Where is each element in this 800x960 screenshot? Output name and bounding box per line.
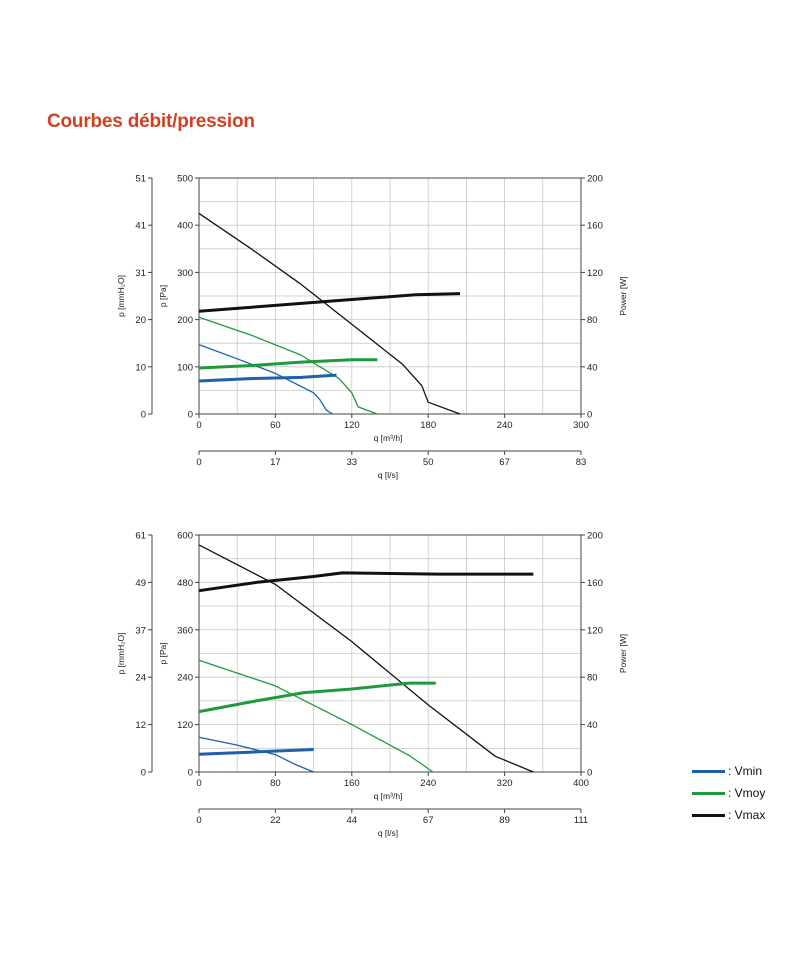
legend-label-vmin: : Vmin [728, 764, 763, 778]
chart1-y-tick-label: 200 [177, 315, 193, 326]
chart2-power-line-vmoy [198, 681, 436, 714]
chart1-x2-tick-label: 17 [270, 457, 281, 468]
chart1-y2-tick-label: 10 [135, 362, 146, 373]
chart1-y2-tick-label: 51 [135, 174, 146, 185]
chart2-x2-tick-label: 67 [423, 815, 434, 826]
chart2-yr-tick-label: 120 [587, 625, 603, 636]
chart1-y2-tick-label: 20 [135, 315, 146, 326]
chart2-power-line-vmax [198, 571, 534, 593]
chart2-y-tick-label: 240 [177, 673, 193, 684]
chart1-yr-tick-label: 80 [587, 315, 598, 326]
chart1-yr-tick-label: 0 [587, 410, 592, 421]
chart2-pressure-line-vmoy [198, 659, 434, 773]
chart2-x-tick-label: 320 [497, 778, 513, 789]
chart2-yr-tick-label: 200 [587, 531, 603, 542]
chart1-y2-tick-label: 41 [135, 221, 146, 232]
chart1-power-line-vmoy [198, 358, 378, 370]
chart1-pressure-line-vmax [198, 212, 461, 415]
chart1-plot-frame [198, 177, 582, 415]
legend-item-vmax: : Vmax [692, 804, 792, 826]
chart2-y2-tick-label: 37 [135, 625, 146, 636]
chart1-y-axis-title: p [Pa] [158, 285, 168, 307]
chart2-x2-tick-label: 22 [270, 815, 281, 826]
chart2-y-tick-label: 600 [177, 531, 193, 542]
legend: : Vmin : Vmoy : Vmax [692, 760, 792, 826]
chart1-x-tick-label: 240 [497, 420, 513, 431]
chart2-power-line-vmin [198, 748, 314, 756]
chart2-x-axis-title: q [m³/h] [374, 791, 403, 801]
chart2-y-tick-label: 120 [177, 720, 193, 731]
chart2-x2-tick-label: 89 [499, 815, 510, 826]
chart2-y2-tick-label: 49 [135, 578, 146, 589]
chart2-x-tick-label: 0 [196, 778, 201, 789]
chart2-x-tick-label: 400 [573, 778, 589, 789]
chart1-y-tick-label: 100 [177, 362, 193, 373]
chart2-pressure-line-vmax [198, 544, 534, 773]
legend-item-vmin: : Vmin [692, 760, 792, 782]
legend-swatch-vmax [692, 813, 725, 817]
legend-item-vmoy: : Vmoy [692, 782, 792, 804]
chart1-x-tick-label: 300 [573, 420, 589, 431]
chart1-x-tick-label: 60 [270, 420, 281, 431]
chart2-y2-tick-label: 24 [135, 673, 146, 684]
chart2-y-axis-title: p [Pa] [158, 642, 168, 664]
chart1-x-tick-label: 0 [196, 420, 201, 431]
chart2-x-tick-label: 80 [270, 778, 281, 789]
chart2-plot-frame [198, 534, 582, 773]
chart2-y-tick-label: 0 [188, 768, 193, 779]
chart2-yr-tick-label: 40 [587, 720, 598, 731]
chart1-y-tick-label: 400 [177, 221, 193, 232]
page-title: Courbes débit/pression [47, 111, 255, 132]
chart1-y-tick-label: 300 [177, 268, 193, 279]
chart1-x2-tick-label: 67 [499, 457, 510, 468]
chart1-yr-tick-label: 200 [587, 174, 603, 185]
chart1-x-axis-title: q [m³/h] [374, 433, 403, 443]
chart1-x2-tick-label: 50 [423, 457, 434, 468]
chart2-x-tick-label: 160 [344, 778, 360, 789]
chart1-pressure-line-vmin [198, 343, 334, 415]
legend-swatch-vmin [692, 769, 725, 773]
chart2-y2-axis-title: p [mmH₂O] [116, 632, 126, 674]
chart2-yr-axis-title: Power [W] [618, 634, 628, 673]
chart2-y2-tick-label: 61 [135, 531, 146, 542]
legend-swatch-vmoy [692, 791, 725, 795]
chart1-yr-tick-label: 40 [587, 362, 598, 373]
chart1-y2-tick-label: 31 [135, 268, 146, 279]
chart2-x2-tick-label: 111 [574, 815, 588, 826]
chart2-yr-tick-label: 160 [587, 578, 603, 589]
legend-label-vmax: : Vmax [728, 808, 766, 822]
chart1-x2-axis-title: q [l/s] [378, 470, 398, 480]
chart2-y2-tick-label: 12 [135, 720, 146, 731]
legend-label-vmoy: : Vmoy [728, 786, 766, 800]
chart2-pressure-line-vmin [198, 736, 314, 773]
chart1-x2-tick-label: 83 [576, 457, 587, 468]
chart2-x-tick-label: 240 [420, 778, 436, 789]
chart1-x-tick-label: 120 [344, 420, 360, 431]
chart1-power-line-vmax [198, 292, 461, 313]
chart2-y-tick-label: 360 [177, 625, 193, 636]
chart1-yr-tick-label: 120 [587, 268, 603, 279]
chart1-y-tick-label: 0 [188, 410, 193, 421]
chart2-y2-tick-label: 0 [141, 768, 146, 779]
chart1-pressure-line-vmoy [198, 316, 378, 415]
chart1-x-tick-label: 180 [420, 420, 436, 431]
chart1-y2-tick-label: 0 [141, 410, 146, 421]
chart1-power-line-vmin [198, 373, 337, 383]
chart1-yr-tick-label: 160 [587, 221, 603, 232]
chart1-x2-tick-label: 33 [347, 457, 358, 468]
chart2-x2-axis-title: q [l/s] [378, 828, 398, 838]
chart2-yr-tick-label: 80 [587, 673, 598, 684]
chart1-y2-axis-title: p [mmH₂O] [116, 275, 126, 317]
chart1-yr-axis-title: Power [W] [618, 276, 628, 315]
chart2-x2-tick-label: 44 [347, 815, 358, 826]
chart1-y-tick-label: 500 [177, 174, 193, 185]
chart1-x2-tick-label: 0 [196, 457, 201, 468]
chart2-yr-tick-label: 0 [587, 768, 592, 779]
chart2-x2-tick-label: 0 [196, 815, 201, 826]
chart2-y-tick-label: 480 [177, 578, 193, 589]
